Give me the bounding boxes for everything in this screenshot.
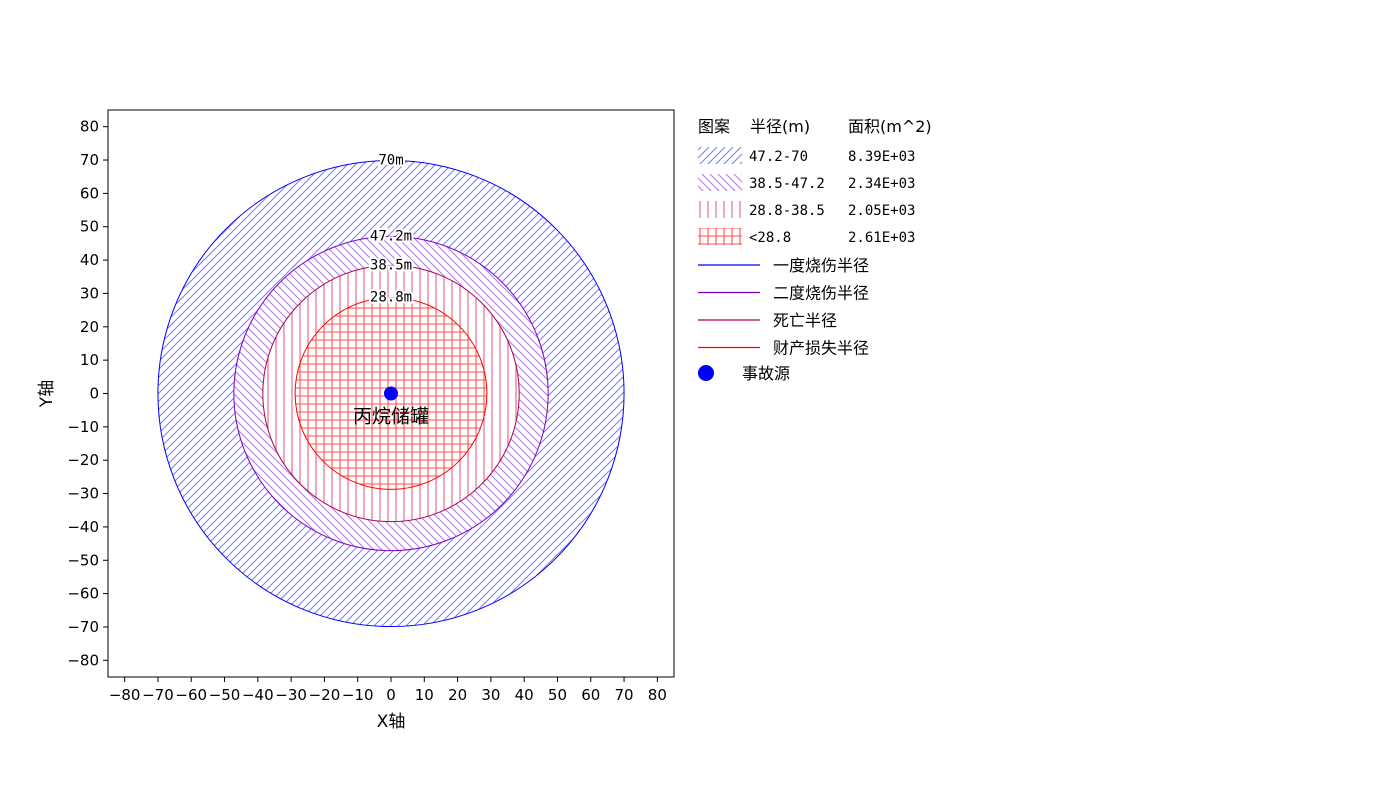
- ring-label: 38.5m: [370, 257, 412, 273]
- x-tick-label: 20: [448, 686, 467, 704]
- legend-line-label: 死亡半径: [773, 311, 837, 330]
- x-tick-label: −50: [209, 686, 241, 704]
- x-tick-label: 60: [581, 686, 600, 704]
- legend-zone-area: 8.39E+03: [848, 149, 915, 165]
- x-tick-label: −60: [175, 686, 207, 704]
- x-axis-title: X轴: [377, 712, 406, 732]
- x-tick-label: −80: [109, 686, 141, 704]
- legend-zone-area: 2.34E+03: [848, 176, 915, 192]
- y-tick-label: 60: [80, 184, 99, 202]
- y-tick-label: 0: [89, 385, 99, 403]
- y-tick-label: −50: [67, 551, 99, 569]
- x-tick-label: 30: [481, 686, 500, 704]
- axes: −80−70−60−50−40−30−20−100102030405060708…: [37, 109, 675, 732]
- legend-source-label: 事故源: [742, 364, 790, 383]
- legend: 图案 半径(m) 面积(m^2) 47.2-70 8.39E+03 38.5-47.2 2.…: [698, 117, 932, 383]
- y-tick-label: 20: [80, 318, 99, 336]
- legend-zone-radius: 38.5-47.2: [749, 176, 825, 192]
- legend-line-label: 二度烧伤半径: [773, 284, 869, 303]
- legend-swatch: [698, 228, 742, 245]
- x-tick-label: −10: [342, 686, 374, 704]
- x-tick-label: 80: [648, 686, 667, 704]
- y-tick-label: 80: [80, 118, 99, 136]
- x-tick-label: −70: [142, 686, 174, 704]
- y-tick-label: 50: [80, 218, 99, 236]
- y-tick-label: −10: [67, 418, 99, 436]
- ring-label: 28.8m: [370, 290, 412, 306]
- legend-source-marker: [698, 365, 714, 381]
- x-tick-label: 0: [386, 686, 396, 704]
- legend-swatch: [698, 174, 742, 191]
- x-tick-label: 10: [415, 686, 434, 704]
- y-tick-label: −40: [67, 518, 99, 536]
- y-tick-label: 30: [80, 284, 99, 302]
- x-tick-label: −40: [242, 686, 274, 704]
- x-tick-label: −30: [275, 686, 307, 704]
- x-tick-label: 70: [615, 686, 634, 704]
- legend-line-label: 财产损失半径: [773, 339, 869, 358]
- y-tick-label: −70: [67, 618, 99, 636]
- y-tick-label: 70: [80, 151, 99, 169]
- ring-label: 70m: [378, 152, 403, 168]
- source-label: 丙烷储罐: [353, 406, 429, 428]
- y-tick-label: 10: [80, 351, 99, 369]
- y-axis-title: Y轴: [37, 380, 57, 408]
- y-tick-label: −30: [67, 485, 99, 503]
- plot-area: 70m 47.2m 38.5m 28.8m 丙烷储罐: [157, 150, 625, 628]
- legend-zone-radius: 28.8-38.5: [749, 203, 825, 219]
- legend-header-radius: 半径(m): [750, 117, 810, 136]
- legend-swatch: [698, 147, 742, 164]
- x-tick-label: −20: [309, 686, 341, 704]
- y-tick-label: −60: [67, 585, 99, 603]
- legend-zone-area: 2.61E+03: [848, 230, 915, 246]
- legend-header-area: 面积(m^2): [848, 117, 932, 136]
- legend-zone-radius: <28.8: [749, 230, 791, 246]
- y-tick-label: −80: [67, 651, 99, 669]
- y-tick-label: 40: [80, 251, 99, 269]
- x-tick-label: 50: [548, 686, 567, 704]
- legend-header-pattern: 图案: [698, 117, 730, 136]
- source-marker: [384, 386, 398, 401]
- x-tick-label: 40: [515, 686, 534, 704]
- legend-zone-area: 2.05E+03: [848, 203, 915, 219]
- ring-label: 47.2m: [370, 228, 412, 244]
- legend-line-label: 一度烧伤半径: [773, 256, 869, 275]
- legend-swatch: [698, 201, 742, 218]
- legend-zone-radius: 47.2-70: [749, 149, 808, 165]
- y-tick-label: −20: [67, 451, 99, 469]
